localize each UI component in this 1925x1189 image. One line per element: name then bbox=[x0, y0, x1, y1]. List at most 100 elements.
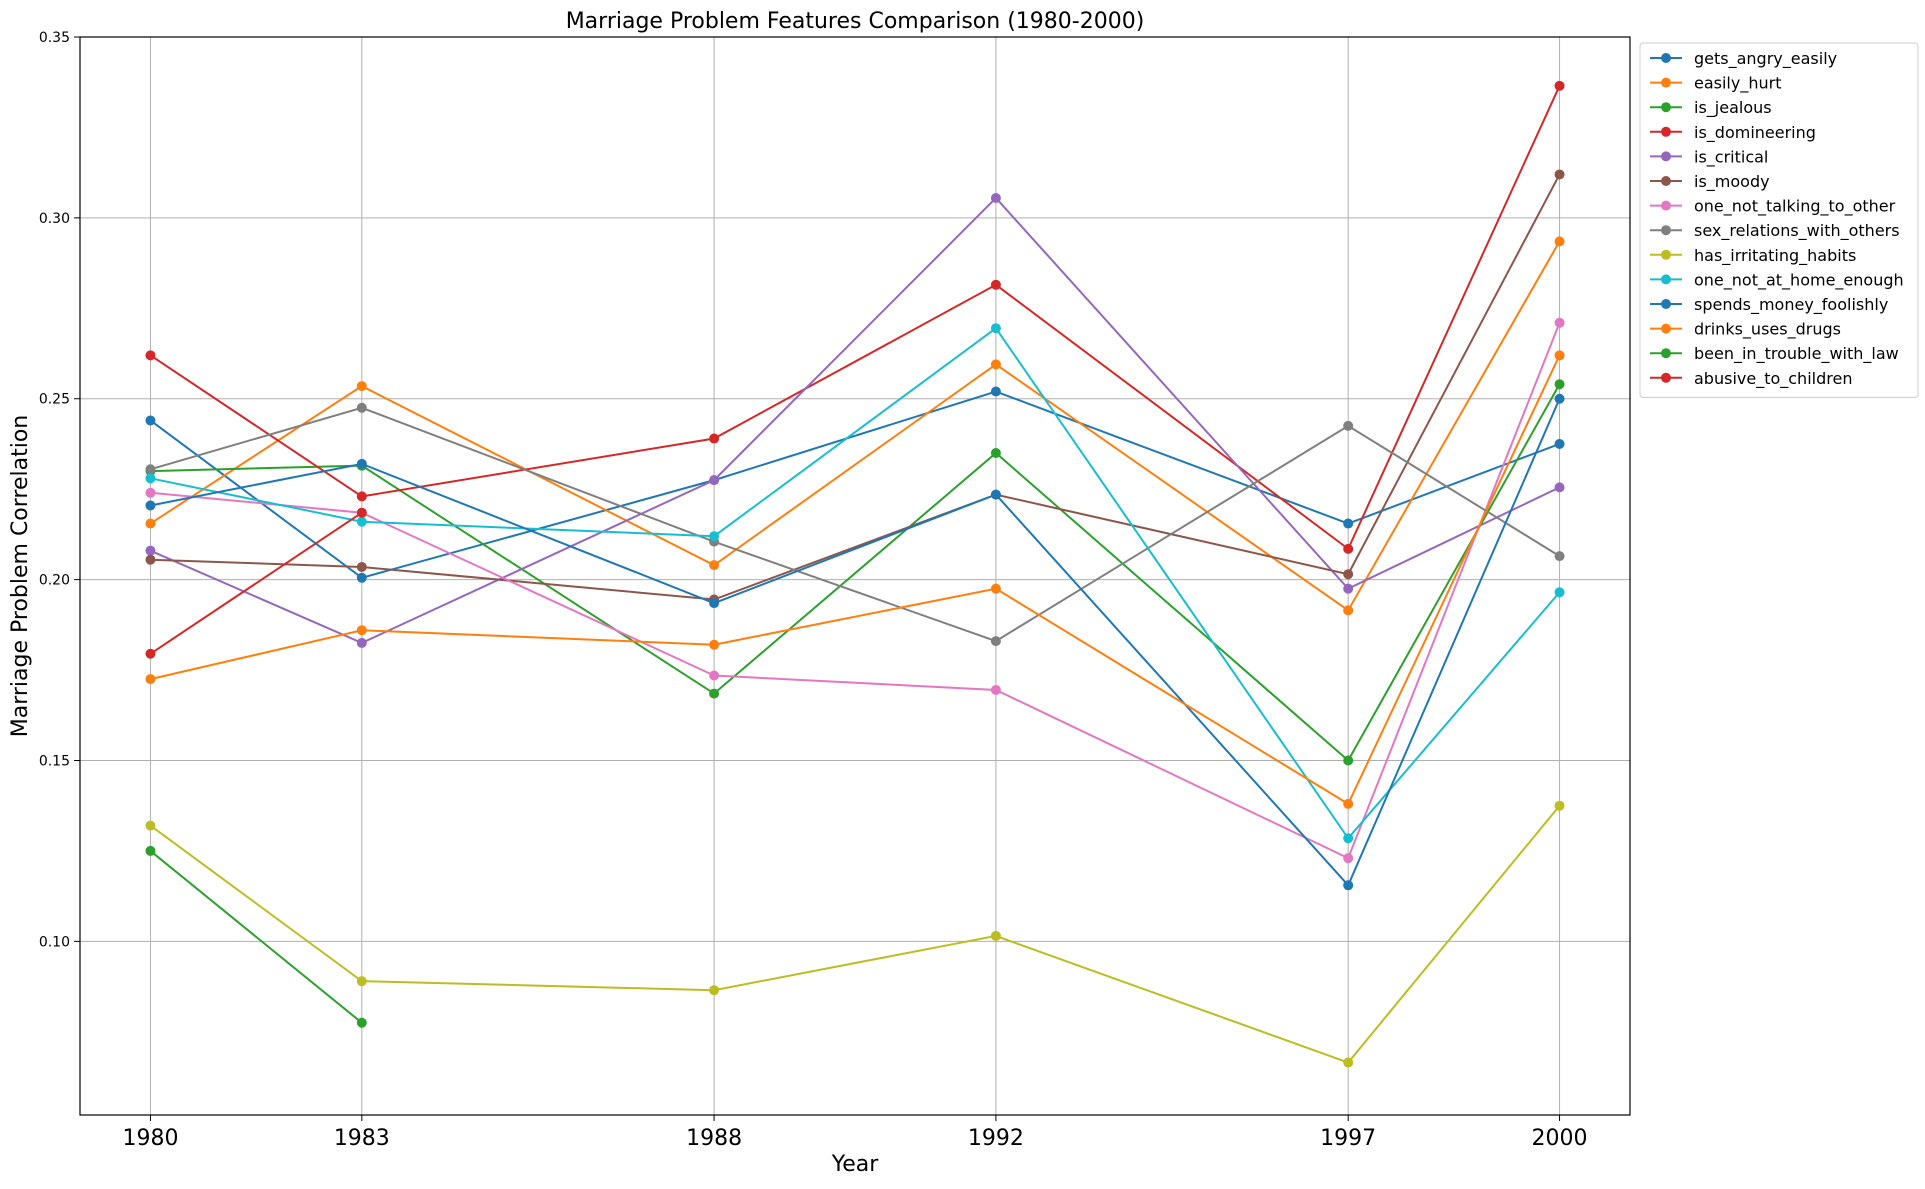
data-point bbox=[990, 636, 1001, 647]
y-tick-label: 0.30 bbox=[39, 211, 70, 227]
y-tick-label: 0.25 bbox=[39, 392, 70, 408]
data-point bbox=[990, 386, 1001, 397]
data-point bbox=[709, 670, 720, 681]
data-point bbox=[990, 583, 1001, 594]
legend-item: is_domineering bbox=[1650, 123, 1816, 143]
legend-label: gets_angry_easily bbox=[1694, 49, 1837, 69]
data-point bbox=[1343, 543, 1354, 554]
data-point bbox=[356, 637, 367, 648]
data-point bbox=[1343, 569, 1354, 580]
series-one_not_talking_to_other bbox=[145, 317, 1565, 864]
series-line bbox=[150, 322, 1561, 860]
data-point bbox=[145, 415, 156, 426]
data-point bbox=[1343, 518, 1354, 529]
data-point bbox=[356, 516, 367, 527]
data-point bbox=[1554, 438, 1565, 449]
legend-marker bbox=[1661, 126, 1671, 137]
series-line bbox=[149, 240, 1561, 612]
data-point bbox=[990, 448, 1001, 459]
data-point bbox=[356, 976, 367, 987]
legend-label: been_in_trouble_with_law bbox=[1694, 344, 1899, 364]
series-easily_hurt bbox=[145, 236, 1565, 616]
legend-label: sex_relations_with_others bbox=[1694, 221, 1900, 241]
data-point bbox=[145, 845, 156, 856]
x-tick-label: 1980 bbox=[122, 1126, 178, 1151]
data-point bbox=[1343, 755, 1354, 766]
series-line bbox=[150, 398, 1561, 888]
legend-marker bbox=[1661, 176, 1671, 186]
data-point bbox=[1554, 800, 1565, 811]
legend-label: has_irritating_habits bbox=[1694, 246, 1856, 266]
legend-item: one_not_talking_to_other bbox=[1650, 197, 1896, 217]
series-sex_relations_with_others bbox=[145, 402, 1565, 647]
data-point bbox=[1343, 605, 1354, 616]
data-point bbox=[1343, 583, 1354, 594]
plot-frame bbox=[79, 36, 1631, 1116]
data-point bbox=[709, 531, 720, 542]
data-point bbox=[145, 500, 156, 511]
legend-box bbox=[1639, 42, 1919, 398]
legend-marker bbox=[1661, 102, 1671, 113]
data-point bbox=[709, 985, 720, 996]
x-tick-label: 1988 bbox=[686, 1126, 742, 1151]
legend-label: easily_hurt bbox=[1694, 74, 1781, 94]
legend-marker bbox=[1661, 225, 1671, 236]
legend-marker bbox=[1661, 348, 1671, 359]
legend-marker bbox=[1661, 274, 1671, 285]
legend-item: easily_hurt bbox=[1650, 74, 1781, 94]
data-point bbox=[709, 639, 720, 650]
y-axis-label: Marriage Problem Correlation bbox=[8, 415, 33, 738]
data-point bbox=[1343, 880, 1354, 891]
legend-label: abusive_to_children bbox=[1694, 369, 1852, 389]
series-been_in_trouble_with_law bbox=[145, 845, 367, 1028]
data-point bbox=[709, 560, 720, 571]
legend-item: been_in_trouble_with_law bbox=[1650, 344, 1899, 364]
legend-item: abusive_to_children bbox=[1650, 369, 1852, 389]
series-line bbox=[149, 390, 1560, 579]
x-tick-label: 1983 bbox=[334, 1126, 390, 1151]
data-point bbox=[145, 648, 156, 659]
chart-title: Marriage Problem Features Comparison (19… bbox=[566, 9, 1145, 34]
x-axis-label: Year bbox=[831, 1152, 880, 1177]
data-point bbox=[145, 674, 156, 685]
series-line bbox=[150, 196, 1560, 645]
data-point bbox=[356, 381, 367, 392]
series-is_domineering bbox=[145, 80, 1565, 554]
legend-label: spends_money_foolishly bbox=[1694, 295, 1888, 315]
x-tick-label: 1997 bbox=[1320, 1126, 1376, 1151]
data-point bbox=[356, 1017, 367, 1028]
data-point bbox=[990, 359, 1001, 370]
legend-marker bbox=[1661, 77, 1671, 88]
data-point bbox=[709, 688, 720, 699]
axis-ticks: 1980 1983 1988 1992 1997 2000 0.10 0.15 0.20 0.25… bbox=[39, 30, 1588, 1151]
data-point bbox=[990, 930, 1001, 941]
data-point bbox=[1343, 853, 1354, 864]
series-gets_angry_easily bbox=[145, 386, 1565, 583]
series-layer bbox=[145, 80, 1565, 1068]
data-point bbox=[709, 598, 720, 609]
data-point bbox=[990, 192, 1001, 203]
legend-item: gets_angry_easily bbox=[1650, 49, 1837, 69]
legend-label: one_not_at_home_enough bbox=[1694, 270, 1904, 290]
data-point bbox=[1343, 420, 1354, 431]
legend-item: is_critical bbox=[1650, 147, 1768, 167]
legend-label: is_critical bbox=[1694, 147, 1768, 167]
data-point bbox=[1554, 551, 1565, 562]
legend-label: one_not_talking_to_other bbox=[1694, 197, 1896, 217]
data-point bbox=[356, 491, 367, 502]
y-tick-label: 0.20 bbox=[39, 573, 70, 589]
data-point bbox=[990, 279, 1001, 290]
data-point bbox=[1554, 169, 1565, 180]
legend-marker bbox=[1661, 299, 1671, 309]
y-tick-label: 0.35 bbox=[39, 30, 70, 46]
legend-label: is_moody bbox=[1694, 172, 1770, 192]
series-line bbox=[150, 354, 1561, 806]
series-line bbox=[150, 326, 1561, 840]
data-point bbox=[145, 820, 156, 831]
data-point bbox=[1343, 1057, 1354, 1068]
data-point bbox=[145, 350, 156, 361]
data-point bbox=[1554, 587, 1565, 598]
data-point bbox=[1554, 236, 1565, 247]
